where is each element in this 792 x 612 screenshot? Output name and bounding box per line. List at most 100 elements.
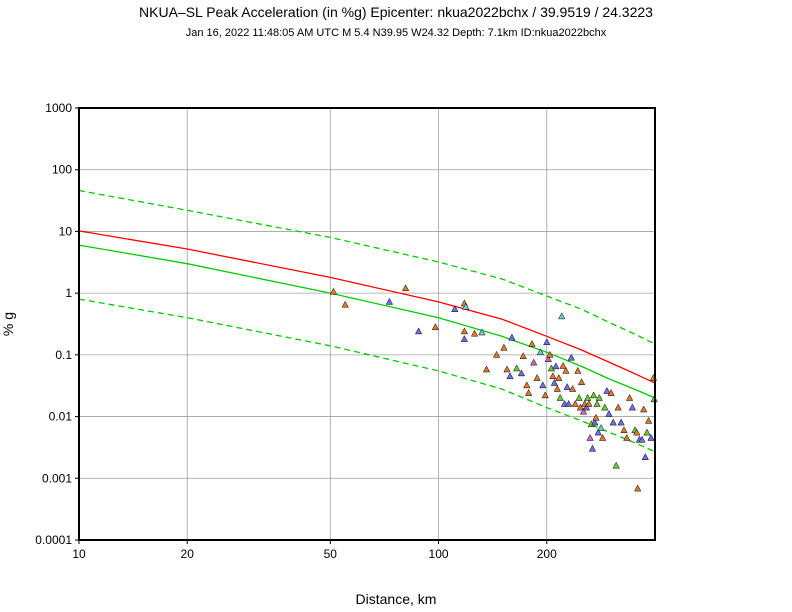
station-point	[603, 386, 611, 394]
station-point	[586, 433, 594, 441]
station-point	[585, 399, 593, 407]
station-point	[524, 389, 533, 396]
station-point	[647, 433, 655, 441]
station-point	[607, 389, 615, 396]
station-point	[640, 405, 648, 413]
y-tick-label: 10	[59, 224, 73, 238]
station-point	[605, 409, 613, 417]
station-point	[555, 374, 563, 381]
green-upper	[78, 189, 656, 345]
station-point	[460, 327, 469, 335]
station-point	[401, 284, 410, 292]
station-point	[633, 428, 641, 436]
station-point	[584, 393, 592, 401]
y-axis-label: % g	[0, 312, 16, 336]
chart-subtitle: Jan 16, 2022 11:48:05 AM UTC M 5.4 N39.9…	[186, 27, 607, 39]
x-tick-label: 100	[429, 547, 449, 561]
station-point	[589, 391, 598, 399]
station-point	[513, 364, 521, 372]
station-point	[431, 323, 440, 331]
x-axis-label: Distance, km	[356, 591, 437, 607]
station-point	[609, 418, 617, 426]
station-point	[519, 352, 527, 359]
station-point	[503, 365, 511, 373]
station-point	[562, 366, 570, 374]
y-tick-label: 1	[65, 286, 72, 300]
y-tick-label: 0.001	[42, 471, 72, 485]
y-tick-label: 0.0001	[35, 533, 72, 547]
plot-frame	[78, 107, 656, 541]
station-point	[530, 358, 538, 366]
station-point	[559, 361, 567, 369]
station-point	[628, 403, 637, 411]
station-point	[592, 413, 600, 421]
station-point	[638, 435, 646, 443]
y-axis-ticks: 1000 100 10 1 0.1 0.01 0.001 0.0001	[35, 101, 79, 547]
station-point	[558, 312, 566, 320]
station-point	[541, 391, 549, 399]
green-median	[78, 244, 656, 399]
station-point	[528, 339, 536, 347]
y-tick-label: 1000	[45, 101, 72, 115]
station-point	[451, 305, 459, 312]
station-point	[556, 393, 564, 401]
station-point	[643, 428, 651, 436]
station-point	[546, 350, 554, 358]
station-point	[593, 399, 601, 407]
chart-title: NKUA–SL Peak Acceleration (in %g) Epicen…	[139, 4, 653, 20]
station-point	[385, 297, 394, 305]
station-point	[414, 327, 423, 335]
station-point	[341, 300, 349, 308]
station-point	[536, 348, 545, 356]
y-tick-label: 0.1	[55, 348, 72, 362]
station-point	[594, 428, 602, 436]
station-point	[564, 399, 573, 407]
station-point	[508, 333, 516, 341]
station-point	[563, 383, 571, 390]
station-point	[574, 366, 582, 374]
station-point	[506, 372, 514, 380]
station-point	[482, 365, 491, 373]
station-point	[478, 328, 486, 336]
station-point	[579, 407, 588, 415]
station-point	[571, 399, 579, 407]
station-point	[544, 355, 552, 362]
station-point	[576, 403, 585, 411]
x-tick-label: 50	[324, 547, 338, 561]
station-points	[329, 284, 658, 492]
station-point	[552, 362, 560, 370]
station-point	[567, 353, 575, 361]
station-point	[601, 403, 609, 411]
station-point	[492, 350, 501, 358]
station-point	[641, 453, 649, 460]
station-point	[543, 338, 551, 346]
station-point	[533, 374, 541, 381]
x-tick-label: 200	[537, 547, 557, 561]
y-tick-label: 0.01	[49, 410, 73, 424]
station-point	[617, 418, 625, 426]
x-axis-ticks: 10 20 50 100 200	[72, 540, 557, 561]
station-point	[550, 378, 559, 386]
station-point	[470, 329, 479, 337]
plot-area	[79, 108, 655, 540]
station-point	[517, 369, 526, 377]
red-curve	[78, 230, 656, 384]
station-point	[620, 426, 628, 434]
station-point	[577, 378, 586, 385]
station-point	[549, 372, 557, 380]
x-tick-label: 20	[181, 547, 195, 561]
station-point	[591, 418, 599, 426]
station-point	[614, 403, 622, 411]
station-point	[644, 416, 653, 424]
y-tick-label: 100	[52, 163, 72, 177]
prediction-curves	[78, 189, 656, 453]
station-point	[598, 433, 607, 441]
station-point	[588, 444, 597, 452]
station-point	[623, 433, 631, 441]
station-point	[523, 381, 531, 389]
station-point	[625, 393, 634, 401]
station-point	[597, 424, 605, 431]
station-point	[582, 403, 591, 411]
x-tick-label: 10	[72, 547, 86, 561]
